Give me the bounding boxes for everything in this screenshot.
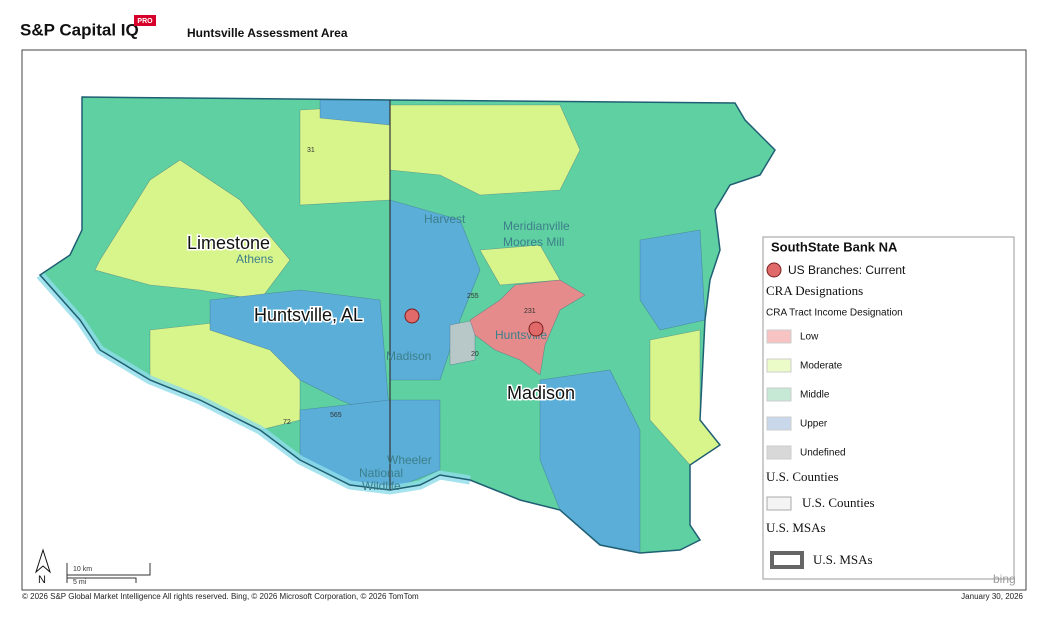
north-label: N [38,574,46,586]
area-outline [38,96,776,554]
upper-region [639,229,706,331]
county-label: Madison [507,383,575,403]
legend-heading: U.S. MSAs [766,520,826,535]
legend-item: Low [800,332,819,343]
legend-subheading: CRA Tract Income Designation [766,308,903,319]
branch-marker[interactable] [404,308,420,324]
legend-swatch [770,551,804,569]
scale-bar: N 10 km 5 mi [34,548,151,586]
county-label: Huntsville, AL [254,305,363,325]
legend-swatch [766,387,792,402]
upper-region [209,289,391,421]
legend-box [762,236,1015,580]
branch-marker[interactable] [528,321,544,337]
moderate-region [389,104,581,196]
scale-lines [66,563,151,583]
undefined-region [449,319,476,366]
road-shield: 72 [283,419,291,426]
legend-swatch [766,496,792,511]
place-label: Harvest [424,212,466,226]
road-shield: 31 [307,147,315,154]
copyright: © 2026 S&P Global Market Intelligence Al… [22,592,419,601]
legend-branches: US Branches: Current [788,263,906,277]
legend-swatch [766,416,792,431]
legend-title: SouthState Bank NA [771,239,898,254]
place-label: Wheeler [387,453,432,467]
scale-mi: 5 mi [73,579,87,586]
badge-bg [134,15,156,26]
moderate-region [94,159,291,301]
legend-heading: CRA Designations [766,283,863,298]
legend-item: Middle [800,390,830,401]
legend-branch-swatch [766,262,782,278]
date: January 30, 2026 [961,592,1023,601]
legend-item: Upper [800,419,828,430]
place-label: Meridianville [503,219,570,233]
map: Harvest Meridianville Moores Mill Athens… [36,96,776,554]
road-shield: 231 [524,308,536,315]
legend-item: Moderate [800,361,843,372]
place-label: Wildlife [362,479,401,493]
place-label: Moores Mill [503,235,564,249]
legend-swatch [766,358,792,373]
legend-item: U.S. Counties [802,495,875,510]
county-label: Limestone [187,233,270,253]
scale-km: 10 km [73,566,92,573]
badge: PRO [137,18,153,25]
place-label: Madison [386,349,431,363]
brand: S&P Capital IQ [20,20,139,39]
low-region [469,279,586,376]
road-shield: 565 [330,412,342,419]
legend-item: U.S. MSAs [813,552,873,567]
map-title: Huntsville Assessment Area [187,26,348,40]
bing-logo: bing [993,572,1016,586]
legend-swatch [766,445,792,460]
road-shield: 255 [467,293,479,300]
road-shield: 20 [471,351,479,358]
legend: SouthState Bank NA US Branches: Current … [762,236,1015,580]
legend-swatch [766,329,792,344]
legend-item: Undefined [800,448,846,459]
legend-heading: U.S. Counties [766,469,839,484]
north-arrow [34,548,52,574]
place-label: Athens [236,252,273,266]
place-label: National [359,466,403,480]
